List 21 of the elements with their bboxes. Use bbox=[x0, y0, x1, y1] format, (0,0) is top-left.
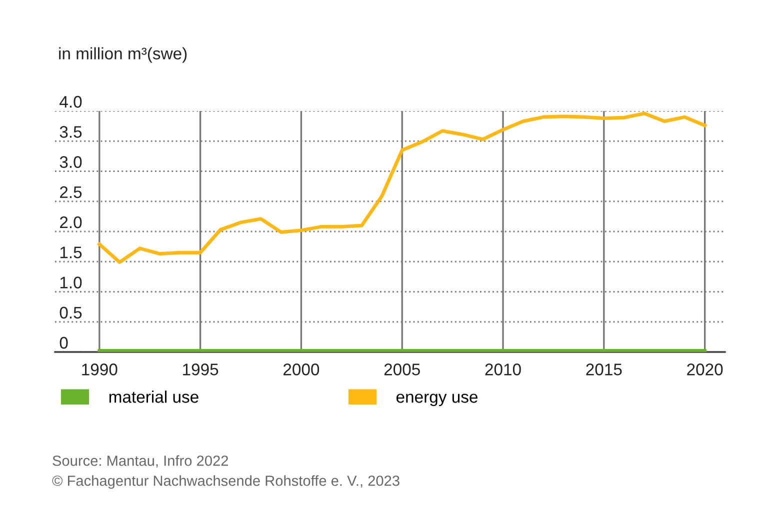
x-tick-label: 1990 bbox=[82, 364, 118, 376]
y-tick-label: 0 bbox=[60, 336, 68, 349]
x-tick-label: 2005 bbox=[384, 364, 420, 376]
y-axis-title: in million m³(swe) bbox=[59, 47, 187, 63]
y-tick-label: 3.0 bbox=[60, 156, 82, 168]
y-tick-label: 2.0 bbox=[60, 216, 82, 228]
x-tick-label: 2015 bbox=[586, 364, 622, 376]
y-tick-label: 1.5 bbox=[60, 246, 82, 258]
legend-label: material use bbox=[109, 390, 198, 403]
text: © Fachagentur Nachwachsende Rohstoffe e. V., 2023 bbox=[52, 475, 400, 489]
y-tick-label: 4.0 bbox=[60, 96, 82, 108]
y-tick-label: 3.5 bbox=[60, 126, 82, 138]
source-note: Source: Mantau, Infro 2022 bbox=[52, 455, 228, 468]
y-tick-label: 2.5 bbox=[60, 186, 82, 198]
x-tick-label: 2020 bbox=[687, 364, 723, 376]
legend-label: energy use bbox=[396, 394, 478, 406]
y-tick-label: 0.5 bbox=[60, 306, 82, 319]
x-tick-label: 2000 bbox=[284, 364, 320, 376]
y-tick-label: 1.0 bbox=[60, 276, 82, 288]
x-tick-label: 2010 bbox=[485, 364, 521, 376]
x-tick-label: 1995 bbox=[183, 364, 218, 376]
